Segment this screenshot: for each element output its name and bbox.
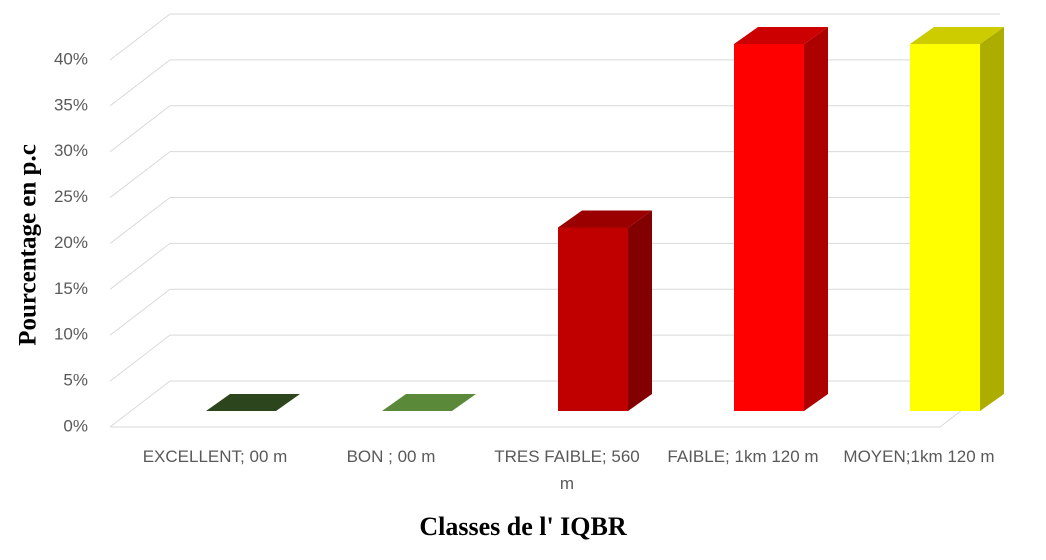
y-tick-label: 30% [54,141,88,160]
y-tick-label: 5% [63,371,88,390]
grid-line-side [109,380,171,428]
bar-side [980,27,1004,411]
bar-top [206,394,300,411]
x-tick-label: MOYEN;1km 120 m [843,447,995,466]
grid-line-side [109,197,171,244]
grid-line-side [109,151,171,199]
x-tick-label: EXCELLENT; 00 m [142,447,288,466]
bar-front [910,44,980,411]
grid-line-side [109,59,171,107]
y-tick-label: 15% [54,279,88,298]
x-tick-label: TRES FAIBLE; 560 m [494,447,640,493]
grid-line-side [109,242,171,290]
y-tick-label: 20% [54,233,88,252]
bar-front [558,227,628,411]
y-tick-label: 35% [54,95,88,114]
y-axis-title: Pourcentage en p.c [15,144,42,346]
bar-side [628,210,652,411]
y-tick-label: 40% [54,49,88,68]
bar-side [804,27,828,411]
grid-line-side [109,334,171,382]
bar-top [558,210,652,228]
x-tick-label: BON ; 00 m [346,447,436,466]
bar-top [910,27,1004,44]
x-axis-title: Classes de l' IQBR [419,512,627,541]
y-tick-label: 10% [54,325,88,344]
bar-top [382,394,476,411]
y-tick-label: 25% [54,187,88,206]
bar-front [734,44,804,411]
grid-line-side [109,288,171,336]
grid-line-side [109,105,171,153]
x-tick-label: FAIBLE; 1km 120 m [667,447,819,466]
grid-line-side [109,13,171,61]
bar-top [734,27,828,44]
y-tick-label: 0% [63,416,88,435]
